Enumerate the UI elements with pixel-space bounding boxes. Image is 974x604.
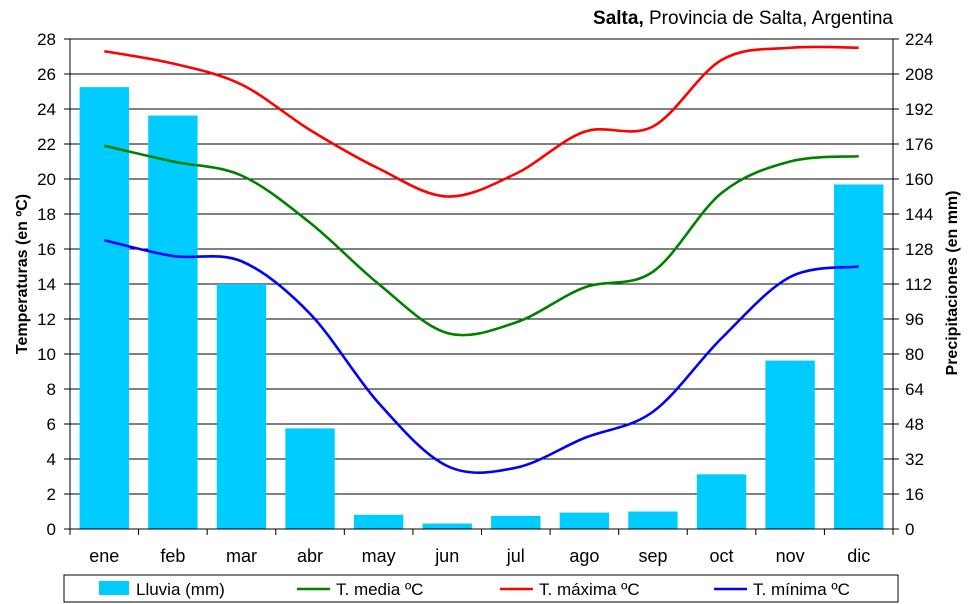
x-tick-label: abr [297, 546, 323, 566]
y-left-tick-label: 28 [37, 30, 56, 49]
y-left-tick-label: 14 [37, 275, 56, 294]
y-left-tick-label: 6 [47, 415, 56, 434]
y-right-tick-label: 176 [905, 135, 933, 154]
legend-swatch-lluvia [99, 581, 129, 595]
y-right-tick-label: 224 [905, 30, 933, 49]
line-series [104, 238, 859, 475]
legend-box [63, 574, 899, 603]
legend-label: T. media ºC [336, 580, 423, 599]
y-left-tick-label: 22 [37, 135, 56, 154]
x-tick-label: may [362, 546, 396, 566]
line-series [104, 144, 859, 337]
y-right-tick-label: 192 [905, 100, 933, 119]
y-right-tick-label: 48 [905, 415, 924, 434]
bar-lluvia [285, 428, 335, 529]
bar-lluvia [422, 523, 472, 529]
y-left-tick-label: 10 [37, 345, 56, 364]
bar-lluvia [628, 511, 678, 529]
x-tick-label: sep [638, 546, 667, 566]
y-right-tick-label: 96 [905, 310, 924, 329]
chart-title-bold: Salta, [593, 8, 644, 29]
y-right-tick-label: 112 [905, 275, 932, 294]
y-left-tick-label: 18 [37, 205, 56, 224]
legend: Lluvia (mm) T. media ºC T. máxima ºC T. mín… [63, 574, 899, 603]
y-left-tick-label: 24 [37, 100, 56, 119]
y-axis-right-label: Precipitaciones (en mm) [944, 191, 961, 376]
bar-lluvia [834, 184, 884, 529]
y-left-tick-label: 2 [47, 485, 56, 504]
y-left-tick-label: 20 [37, 170, 56, 189]
y-left-tick-label: 12 [37, 310, 56, 329]
x-tick-label: jul [506, 546, 525, 566]
bar-lluvia [148, 115, 198, 529]
y-axis-left-label: Temperaturas (en ºC) [14, 194, 31, 354]
y-right-tick-label: 208 [905, 65, 933, 84]
line-series [104, 45, 859, 198]
bar-lluvia [353, 514, 404, 529]
chart-title: Salta, Provincia de Salta, Argentina [593, 8, 893, 29]
legend-label: T. mínima ºC [753, 580, 850, 599]
y-right-tick-label: 128 [905, 240, 933, 259]
x-tick-label: jun [434, 546, 459, 566]
y-left-tick-label: 26 [37, 65, 56, 84]
bar-lluvia [216, 284, 267, 529]
x-tick-label: ene [89, 546, 119, 566]
chart-title-rest: Provincia de Salta, Argentina [644, 8, 894, 29]
bar-lluvia [559, 512, 610, 529]
plot-area: 0 0 2 16 4 32 6 48 8 64 10 80 12 96 14 112 16 128 18 144 20 1… [37, 30, 933, 566]
x-tick-label: dic [847, 546, 870, 566]
bar-lluvia [696, 474, 747, 529]
x-tick-label: feb [160, 546, 185, 566]
bar-lluvia [491, 515, 541, 529]
y-left-tick-label: 0 [47, 520, 56, 539]
x-tick-label: mar [226, 546, 257, 566]
y-right-tick-label: 144 [905, 205, 933, 224]
y-left-tick-label: 8 [47, 380, 56, 399]
x-tick-label: nov [776, 546, 805, 566]
legend-label: T. máxima ºC [539, 580, 640, 599]
y-right-tick-label: 64 [905, 380, 924, 399]
y-right-tick-label: 160 [905, 170, 933, 189]
y-right-tick-label: 0 [905, 520, 914, 539]
x-tick-label: ago [569, 546, 599, 566]
y-right-tick-label: 80 [905, 345, 924, 364]
y-left-tick-label: 4 [47, 450, 56, 469]
legend-label: Lluvia (mm) [136, 580, 225, 599]
y-left-tick-label: 16 [37, 240, 56, 259]
y-right-tick-label: 32 [905, 450, 924, 469]
bar-lluvia [765, 360, 815, 529]
x-tick-label: oct [710, 546, 734, 566]
bar-lluvia [79, 87, 129, 529]
y-right-tick-label: 16 [905, 485, 924, 504]
